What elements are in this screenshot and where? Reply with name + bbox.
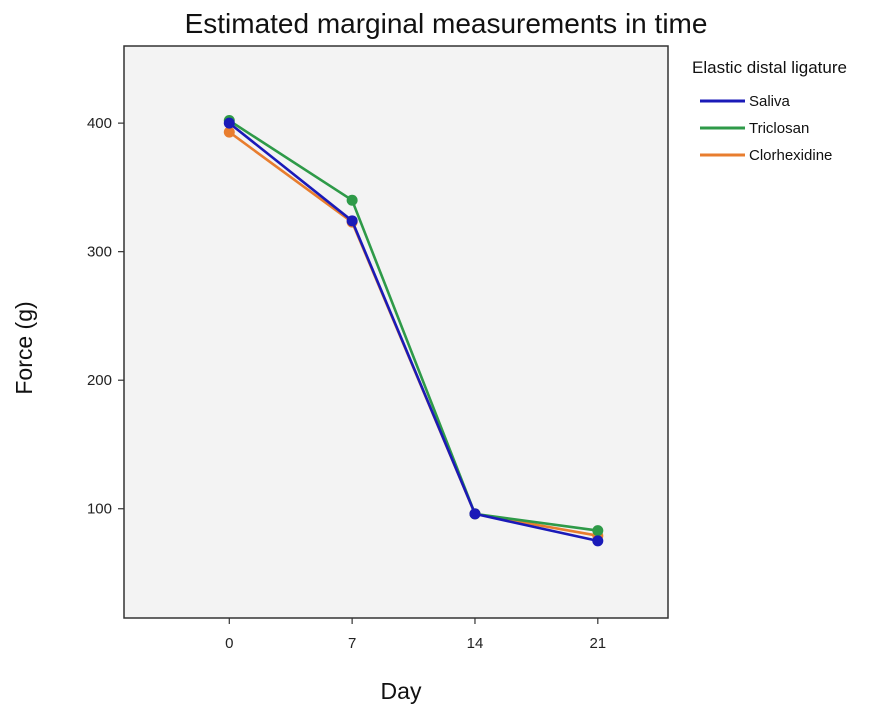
data-point-triclosan	[346, 194, 358, 206]
y-axis: 100 200 300 400	[87, 115, 124, 518]
legend-label-saliva: Saliva	[749, 93, 791, 110]
legend-label-triclosan: Triclosan	[749, 120, 809, 137]
x-tick-label: 7	[348, 635, 356, 652]
legend-label-clorhexidine: Clorhexidine	[749, 147, 832, 164]
series-line-saliva	[228, 122, 599, 543]
y-axis-title: Force (g)	[11, 301, 37, 394]
data-point-saliva	[223, 117, 235, 129]
x-tick-label: 21	[589, 635, 606, 652]
data-point-saliva	[346, 215, 358, 227]
x-axis-title: Day	[381, 678, 422, 704]
data-point-clorhexidine	[223, 126, 235, 138]
x-tick-label: 0	[225, 635, 233, 652]
y-tick-label: 100	[87, 501, 112, 518]
y-tick-label: 300	[87, 244, 112, 261]
chart-title: Estimated marginal measurements in time	[185, 8, 708, 39]
x-tick-label: 14	[467, 635, 484, 652]
legend: Elastic distal ligature Saliva Triclosan C…	[692, 58, 847, 164]
data-point-saliva	[592, 535, 604, 547]
plot-area	[123, 45, 669, 619]
data-point-triclosan	[592, 525, 604, 537]
series-group	[223, 115, 604, 547]
series-line-triclosan	[228, 119, 598, 532]
legend-title: Elastic distal ligature	[692, 58, 847, 77]
x-axis: 0 7 14 21	[225, 618, 606, 652]
data-point-saliva	[469, 508, 481, 520]
y-tick-label: 400	[87, 115, 112, 132]
y-tick-label: 200	[87, 372, 112, 389]
